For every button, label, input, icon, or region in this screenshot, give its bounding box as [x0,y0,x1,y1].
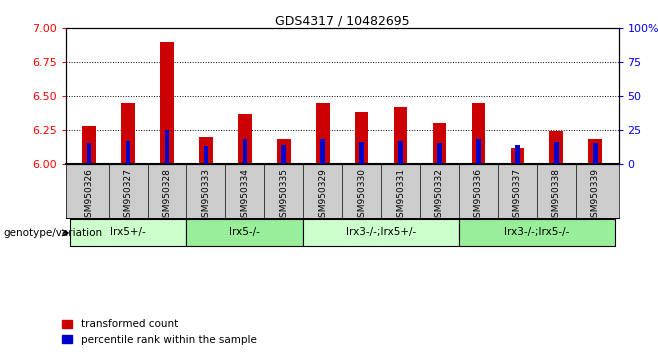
Text: GSM950339: GSM950339 [591,168,599,223]
Text: lrx5-/-: lrx5-/- [230,227,261,237]
Text: GSM950334: GSM950334 [240,168,249,223]
Text: GSM950331: GSM950331 [396,168,405,223]
Bar [282,145,286,164]
Bar [359,142,364,164]
Text: GSM950326: GSM950326 [85,168,93,223]
Bar [316,103,330,164]
Text: genotype/variation: genotype/variation [3,228,103,238]
Text: GSM950338: GSM950338 [552,168,561,223]
Text: GSM950335: GSM950335 [279,168,288,223]
Bar [203,146,209,164]
Bar [320,139,325,164]
Bar [588,139,602,164]
Bar [593,143,597,164]
Text: lrx5+/-: lrx5+/- [110,227,146,237]
Text: lrx3-/-;lrx5-/-: lrx3-/-;lrx5-/- [504,227,569,237]
Bar [303,219,459,246]
Title: GDS4317 / 10482695: GDS4317 / 10482695 [275,14,409,27]
Text: GSM950328: GSM950328 [163,168,172,223]
Bar [511,148,524,164]
Bar [164,130,169,164]
Text: GSM950330: GSM950330 [357,168,366,223]
Text: GSM950333: GSM950333 [201,168,211,223]
Legend: transformed count, percentile rank within the sample: transformed count, percentile rank withi… [58,315,261,349]
Bar [186,219,303,246]
Bar [433,123,446,164]
Bar [121,103,135,164]
Text: GSM950332: GSM950332 [435,168,444,223]
Bar [515,145,520,164]
Bar [476,139,481,164]
Bar [355,112,368,164]
Bar [459,219,615,246]
Bar [549,131,563,164]
Text: GSM950329: GSM950329 [318,168,327,223]
Text: lrx3-/-;lrx5+/-: lrx3-/-;lrx5+/- [346,227,417,237]
Text: GSM950337: GSM950337 [513,168,522,223]
Bar [243,139,247,164]
Bar [554,142,559,164]
Bar [472,103,485,164]
Bar [398,141,403,164]
Bar [87,143,91,164]
Bar [277,139,291,164]
Bar [82,126,96,164]
Text: GSM950336: GSM950336 [474,168,483,223]
Bar [393,107,407,164]
Bar [238,114,251,164]
Text: GSM950327: GSM950327 [124,168,132,223]
Bar [126,141,130,164]
Bar [199,137,213,164]
Bar [70,219,186,246]
Bar [437,143,442,164]
Bar [160,42,174,164]
